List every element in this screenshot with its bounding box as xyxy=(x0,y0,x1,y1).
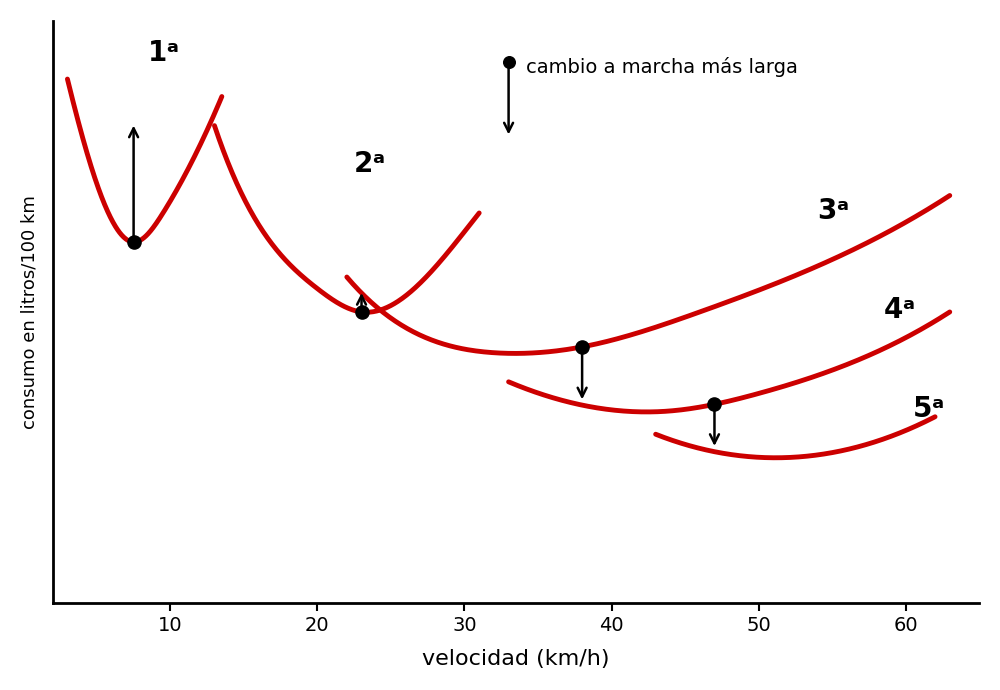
Text: 5ᵃ: 5ᵃ xyxy=(913,395,945,422)
Text: 4ᵃ: 4ᵃ xyxy=(884,295,916,324)
Y-axis label: consumo en litros/100 km: consumo en litros/100 km xyxy=(21,195,39,429)
X-axis label: velocidad (km/h): velocidad (km/h) xyxy=(422,649,610,669)
Point xyxy=(706,399,722,410)
Point xyxy=(501,56,517,67)
Text: 2ᵃ: 2ᵃ xyxy=(354,150,386,178)
Text: 3ᵃ: 3ᵃ xyxy=(817,197,850,225)
Text: 1ᵃ: 1ᵃ xyxy=(148,39,180,68)
Point xyxy=(354,306,370,317)
Point xyxy=(574,342,590,353)
Text: cambio a marcha más larga: cambio a marcha más larga xyxy=(526,57,798,77)
Point xyxy=(126,237,142,248)
